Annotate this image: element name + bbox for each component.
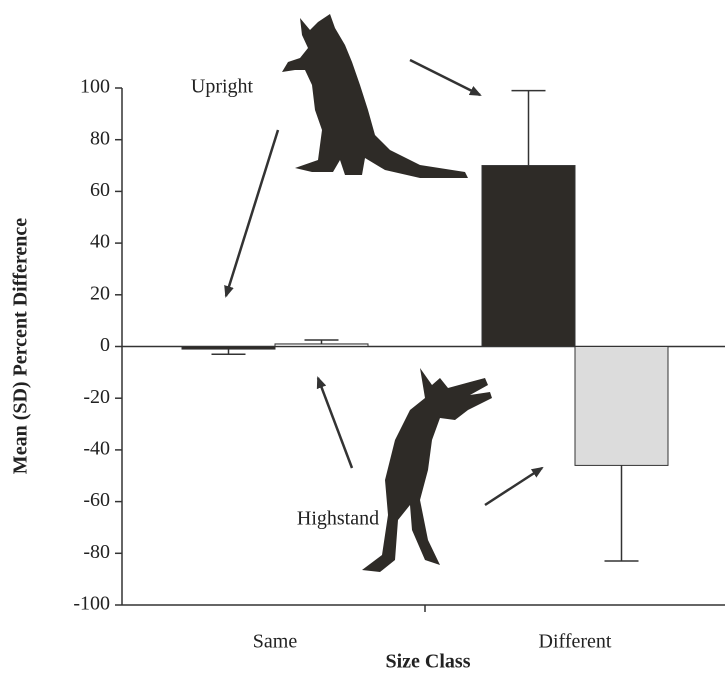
y-tick-label: -60: [83, 489, 110, 511]
y-tick-label: -40: [83, 437, 110, 459]
upright-kangaroo-illustration: [282, 14, 468, 178]
x-tick-label: Different: [539, 631, 612, 653]
y-tick-label: 60: [90, 179, 110, 201]
y-tick-label: 40: [90, 231, 110, 253]
y-tick-label: 80: [90, 127, 110, 149]
y-tick-label: -80: [83, 541, 110, 563]
bar: [482, 166, 575, 347]
bar: [275, 344, 368, 347]
x-tick-label: Same: [253, 631, 298, 653]
arrow: [318, 378, 352, 468]
page: Upright Highstand Size Class Mean (SD) P…: [0, 0, 725, 682]
annotation: Highstand: [297, 508, 379, 530]
annotation: Upright: [191, 76, 254, 98]
y-tick-label: 20: [90, 282, 110, 304]
bar: [575, 347, 668, 466]
y-tick-label: -100: [73, 593, 110, 615]
highstand-kangaroo-illustration: [362, 368, 492, 572]
bar: [182, 347, 275, 350]
arrow: [226, 130, 278, 296]
y-tick-label: 0: [100, 334, 110, 356]
y-tick-label: 100: [80, 76, 110, 98]
y-axis-label: Mean (SD) Percent Difference: [10, 218, 32, 475]
x-axis-label: Size Class: [386, 651, 471, 673]
chart: Upright Highstand Size Class Mean (SD) P…: [0, 0, 725, 677]
y-tick-label: -20: [83, 386, 110, 408]
arrow: [485, 468, 542, 505]
arrow: [410, 60, 480, 95]
